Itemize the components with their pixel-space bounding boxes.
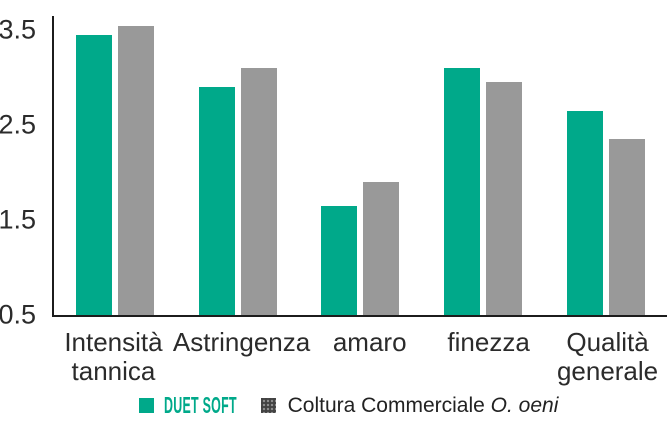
y-tick-label: 1.5 xyxy=(0,204,36,235)
category-label: Qualità generale xyxy=(548,328,667,386)
bar-group xyxy=(544,16,667,315)
bar-group xyxy=(177,16,300,315)
legend-swatch-duet-soft-icon xyxy=(138,398,154,413)
legend-item-duet-soft: DUET SOFT xyxy=(138,394,237,417)
bar-duet-soft xyxy=(321,205,358,315)
category-label-text: Intensità tannica xyxy=(64,327,163,386)
bar-duet-soft xyxy=(444,68,481,315)
y-tick-label: 0.5 xyxy=(0,299,36,330)
plot-area xyxy=(54,16,667,315)
bar-duet-soft xyxy=(566,110,603,315)
bar-coltura-commerciale xyxy=(363,182,400,315)
bar-group xyxy=(54,16,177,315)
bar-group xyxy=(299,16,422,315)
legend-label-coltura-commerciale: Coltura Commerciale O. oeni xyxy=(288,395,559,416)
x-axis-line xyxy=(52,315,667,317)
category-label: amaro xyxy=(310,328,429,386)
y-axis-line xyxy=(52,16,54,317)
bar-coltura-commerciale xyxy=(118,25,155,315)
bar-group xyxy=(422,16,545,315)
y-tick-label: 2.5 xyxy=(0,109,36,140)
bar-coltura-commerciale xyxy=(486,82,523,315)
legend-label-duet-soft: DUET SOFT xyxy=(164,394,237,417)
bar-duet-soft xyxy=(198,87,235,315)
bar-coltura-commerciale xyxy=(608,139,645,315)
y-tick-label: 3.5 xyxy=(0,14,36,45)
bar-coltura-commerciale xyxy=(240,68,277,315)
legend-label-duet-soft-text: DUET SOFT xyxy=(163,392,237,418)
category-label: finezza xyxy=(429,328,548,386)
legend-swatch-coltura-commerciale-icon xyxy=(260,398,276,413)
legend: DUET SOFT Coltura Commerciale O. oeni xyxy=(14,394,669,417)
category-label: Astringenza xyxy=(173,328,310,386)
category-label-text: finezza xyxy=(447,327,530,357)
category-label-text: Qualità generale xyxy=(556,327,659,386)
x-axis-labels: Intensità tannica Astringenza amaro finezza… xyxy=(54,328,667,386)
legend-label-coltura-text: Coltura Commerciale xyxy=(287,394,485,417)
bar-duet-soft xyxy=(76,34,113,315)
y-axis-labels: 3.5 2.5 1.5 0.5 xyxy=(0,14,46,328)
legend-item-coltura-commerciale: Coltura Commerciale O. oeni xyxy=(260,395,559,416)
category-label-text: amaro xyxy=(332,327,407,357)
category-label-text: Astringenza xyxy=(172,327,311,357)
legend-label-coltura-italic: O. oeni xyxy=(490,394,559,417)
category-label: Intensità tannica xyxy=(54,328,173,386)
